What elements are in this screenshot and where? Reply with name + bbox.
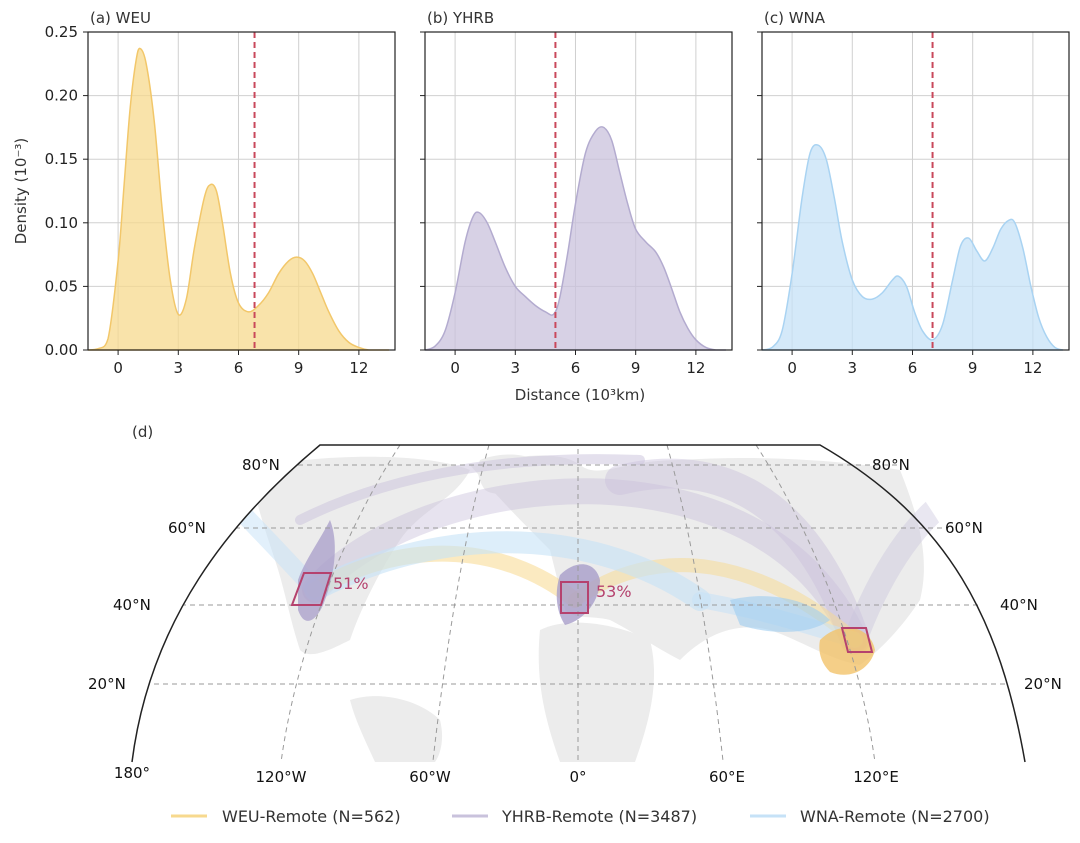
panel-b-xticks: 0 3 6 9 12 — [450, 350, 705, 377]
region-box-yhrb — [840, 627, 874, 653]
lon-label-180: 180° — [114, 764, 150, 782]
panel-b-xtick-label: 6 — [571, 359, 581, 377]
trajectory-yhrb-2 — [605, 458, 870, 655]
lon-label-60w: 60°W — [409, 768, 451, 786]
lat-label-20n-left: 20°N — [88, 675, 126, 693]
panel-a-xtick-label: 6 — [234, 359, 244, 377]
panel-a-density-area — [87, 47, 389, 351]
panel-b-title: (b) YHRB — [427, 9, 494, 27]
panel-b: 0 3 6 9 12 (b) YHRB Distance (10³km) — [420, 9, 733, 404]
panel-a-ytick-label: 0.25 — [45, 23, 78, 41]
trajectory-wna-1 — [304, 531, 711, 611]
panel-b-xtick-label: 9 — [631, 359, 641, 377]
panel-c-xtick-label: 12 — [1023, 359, 1042, 377]
panel-b-xtick-label: 3 — [511, 359, 521, 377]
panel-a: 0 3 6 9 12 0.000.050.100.150.200.25 (a) WEU … — [12, 9, 396, 377]
region-box-wna — [290, 572, 333, 606]
lon-label-120e: 120°E — [853, 768, 899, 786]
panel-c-density-area — [761, 143, 1064, 351]
panel-c-xticks: 0 3 6 9 12 — [787, 350, 1042, 377]
panel-a-xtick-label: 0 — [113, 359, 123, 377]
legend-label-yhrb: YHRB-Remote (N=3487) — [501, 807, 697, 826]
panel-a-ytick-label: 0.00 — [45, 341, 78, 359]
panel-b-density-area — [424, 126, 726, 351]
hotspot-wna — [298, 520, 335, 621]
region-percent-weu: 53% — [596, 582, 632, 601]
trajectory-yhrb-1 — [302, 478, 868, 653]
lat-label-60n-left: 60°N — [168, 519, 206, 537]
panel-c-title: (c) WNA — [764, 9, 826, 27]
lon-label-120w: 120°W — [256, 768, 307, 786]
panel-d-title: (d) — [132, 423, 153, 441]
panel-c-xtick-label: 3 — [848, 359, 858, 377]
region-box-weu — [560, 581, 589, 614]
panel-a-frame — [87, 31, 396, 351]
panel-c-yticks — [757, 31, 762, 351]
legend-label-wna: WNA-Remote (N=2700) — [800, 807, 990, 826]
map-body — [132, 445, 1025, 762]
panel-c-xtick-label: 9 — [968, 359, 978, 377]
panel-a-ytick-label: 0.15 — [45, 150, 78, 168]
panel-a-xticks: 0 3 6 9 12 — [113, 350, 368, 377]
panel-b-xtick-label: 12 — [686, 359, 705, 377]
panel-c-xtick-label: 0 — [787, 359, 797, 377]
region-percent-wna: 51% — [333, 574, 369, 593]
meridian-60w — [431, 445, 490, 762]
lat-label-40n-left: 40°N — [113, 596, 151, 614]
panel-a-xtick-label: 3 — [174, 359, 184, 377]
panel-a-xtick-label: 9 — [294, 359, 304, 377]
panel-a-title: (a) WEU — [90, 9, 151, 27]
panel-c: 0 3 6 9 12 (c) WNA — [757, 9, 1070, 377]
meridian-60e — [666, 445, 725, 762]
panel-b-xlabel: Distance (10³km) — [515, 386, 645, 404]
lat-label-20n-right: 20°N — [1024, 675, 1062, 693]
panel-b-yticks — [420, 31, 425, 351]
land-south-america — [350, 696, 443, 762]
lat-label-60n-right: 60°N — [945, 519, 983, 537]
meridian-120w — [279, 445, 401, 762]
trajectory-yhrb-4 — [295, 454, 645, 525]
panel-a-yticks: 0.00 0.05 0.10 0.15 0.20 0.25 — [45, 23, 88, 359]
meridian-120e — [755, 445, 877, 762]
lon-label-60e: 60°E — [709, 768, 745, 786]
lat-label-40n-right: 40°N — [1000, 596, 1038, 614]
lat-label-80n-left: 80°N — [242, 456, 280, 474]
panel-a-ytick-label: 0.10 — [45, 214, 78, 232]
panel-c-xtick-label: 6 — [908, 359, 918, 377]
panel-d-map: (d) — [88, 423, 1062, 786]
lat-label-80n-right: 80°N — [872, 456, 910, 474]
panel-a-ytick-label: 0.05 — [45, 277, 78, 295]
panel-c-frame — [761, 31, 1070, 351]
land-africa — [538, 622, 655, 762]
legend: WEU-Remote (N=562) YHRB-Remote (N=3487) … — [171, 807, 990, 826]
panel-a-ytick-label: 0.20 — [45, 87, 78, 105]
panel-a-ylabel: Density (10⁻³) — [12, 138, 30, 245]
legend-label-weu: WEU-Remote (N=562) — [222, 807, 401, 826]
panel-a-xtick-label: 12 — [349, 359, 368, 377]
lon-label-0: 0° — [569, 768, 586, 786]
graticule — [132, 445, 1025, 762]
map-outline — [131, 444, 1026, 763]
panel-b-frame — [424, 31, 733, 351]
panel-b-xtick-label: 0 — [450, 359, 460, 377]
